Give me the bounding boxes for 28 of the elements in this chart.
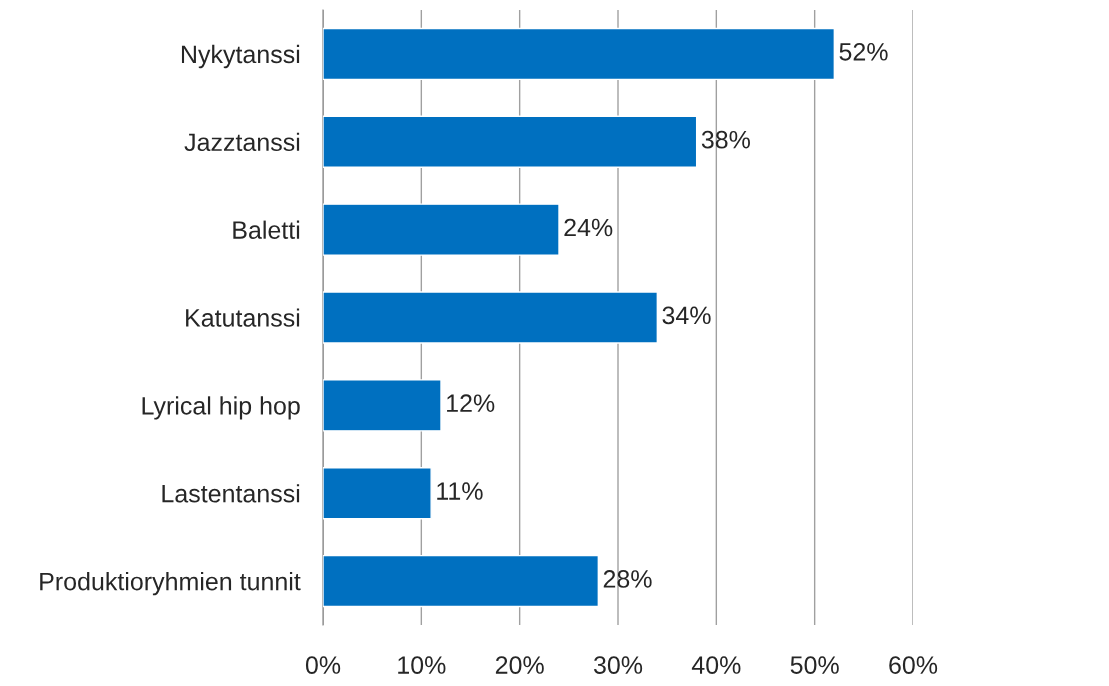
bar [323,291,659,344]
data-label: 52% [839,42,888,61]
data-label: 28% [603,570,652,588]
data-label: 24% [564,218,613,237]
x-tick-label: 10% [398,656,446,674]
bar [323,379,442,432]
x-tick-label: 50% [790,656,839,674]
data-label: 34% [662,306,711,325]
y-tick-label: Katutanssi [186,308,300,327]
y-tick-label: Baletti [233,220,300,239]
y-tick-label: Lastentanssi [162,484,300,503]
y-tick-label: Produktioryhmien tunnit [40,572,301,596]
bar [323,27,836,81]
data-label: 12% [447,394,495,412]
x-tick-label: 0% [305,656,341,674]
bar [323,203,560,256]
x-tick-label: 30% [593,656,643,674]
x-tick-label: 40% [691,656,741,674]
y-tick-label: Jazztanssi [184,132,300,152]
bar [323,115,698,168]
y-tick-label: Lyrical hip hop [142,396,300,420]
bar [323,467,432,520]
data-label: 11% [437,482,483,500]
x-tick-label: 60% [889,656,938,674]
bar [323,554,600,608]
y-tick-label: Nykytanssi [181,44,300,69]
x-tick-label: 20% [495,656,544,674]
data-label: 38% [701,130,750,149]
